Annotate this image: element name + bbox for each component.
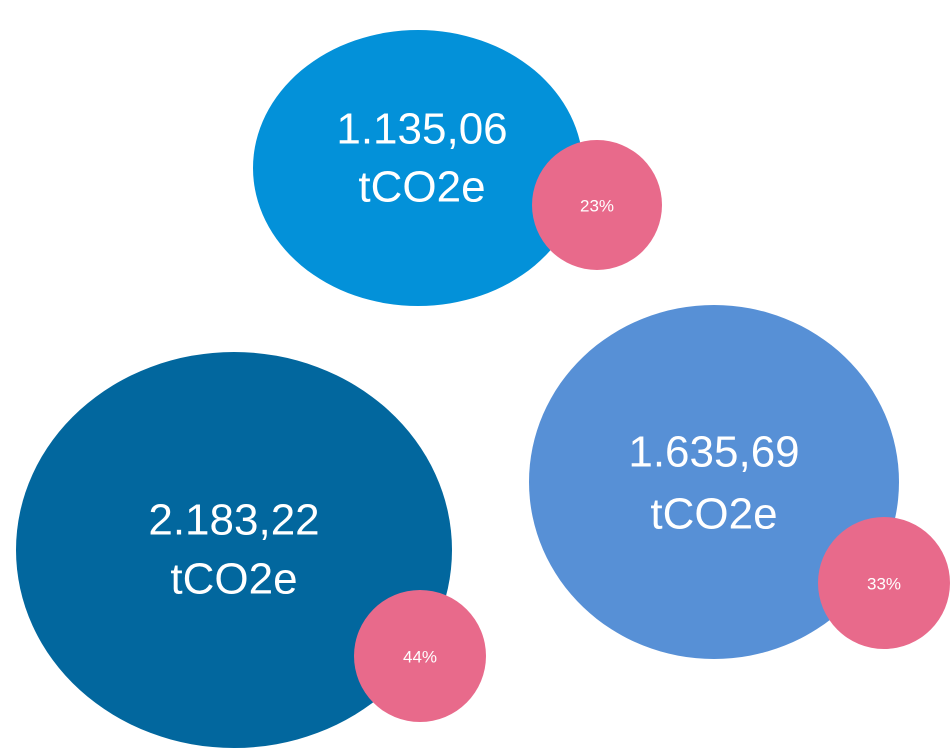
bubble-value: 2.183,22	[148, 496, 319, 545]
share-circle	[354, 590, 486, 722]
bubble	[253, 30, 583, 306]
bubble	[16, 352, 452, 748]
bubble-unit: tCO2e	[358, 163, 485, 212]
share-label: 33%	[867, 574, 901, 593]
bubble-unit: tCO2e	[170, 555, 297, 604]
share-circle	[532, 140, 662, 270]
bubble-value: 1.135,06	[336, 105, 507, 154]
bubble-unit: tCO2e	[650, 490, 777, 539]
bubble-group: 1.635,69 tCO2e 33%	[529, 305, 950, 659]
share-label: 44%	[403, 647, 437, 666]
bubble	[529, 305, 899, 659]
bubble-group: 1.135,06 tCO2e 23%	[253, 30, 662, 306]
bubble-value: 1.635,69	[628, 428, 799, 477]
share-label: 23%	[580, 196, 614, 215]
share-circle	[818, 517, 950, 649]
bubble-group: 2.183,22 tCO2e 44%	[16, 352, 486, 748]
